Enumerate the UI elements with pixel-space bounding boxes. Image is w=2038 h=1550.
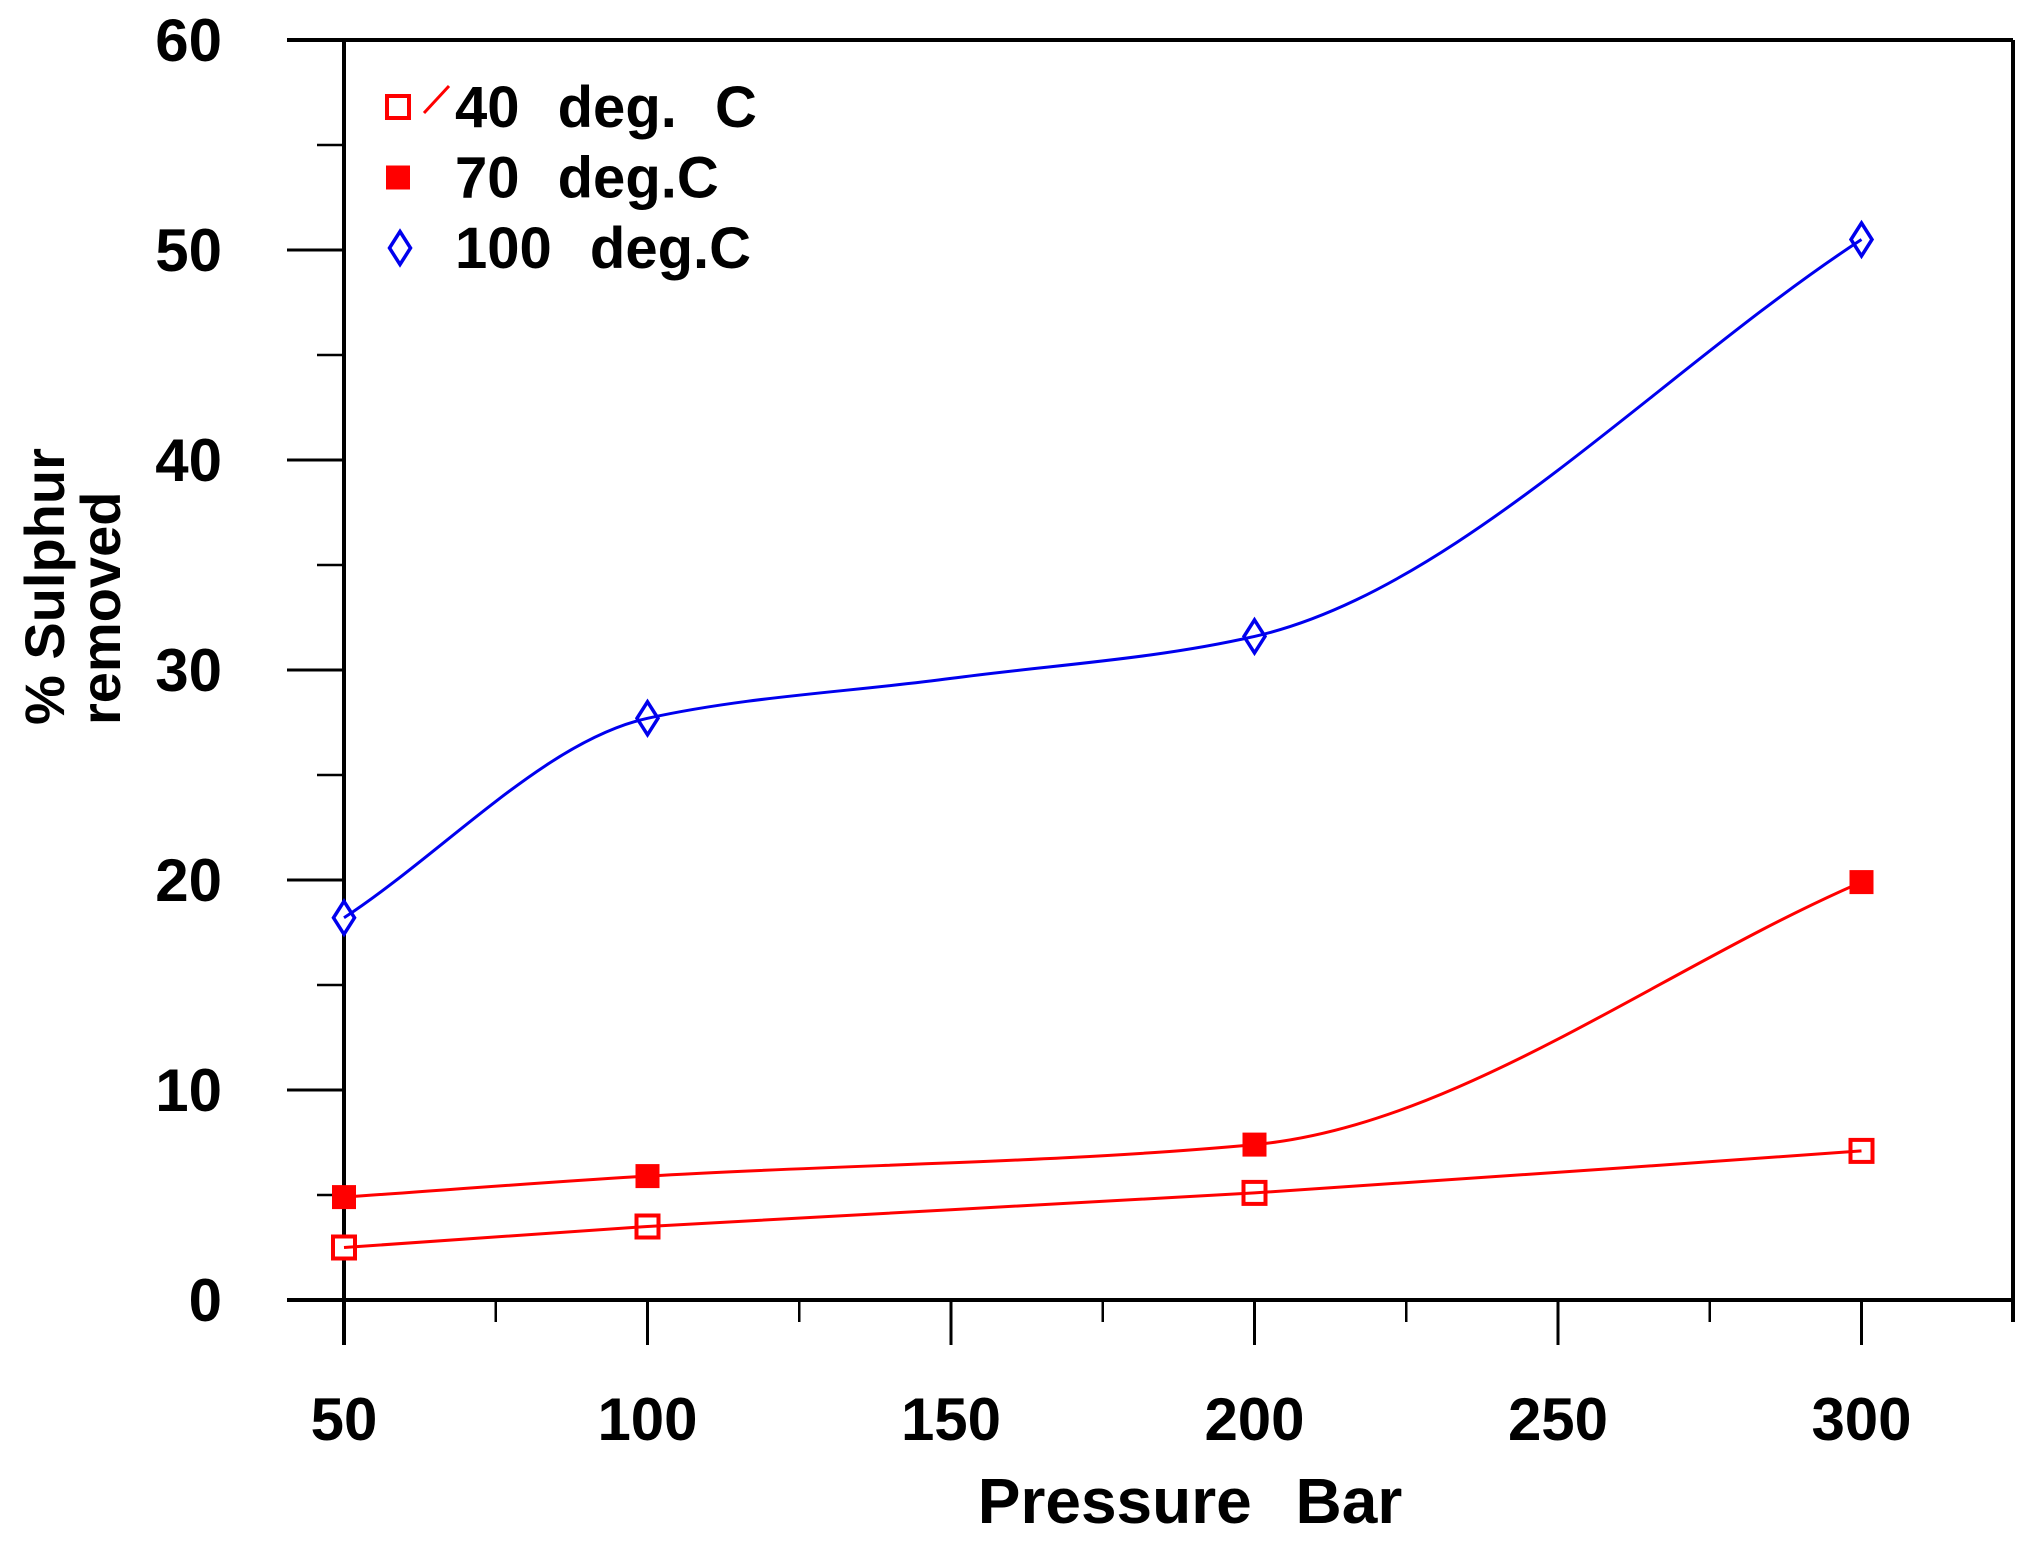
plot-frame — [287, 38, 2015, 1345]
y-tick-label: 50 — [155, 217, 222, 284]
y-axis-title-line1: % Sulphur — [13, 448, 76, 725]
series-layer — [331, 219, 1875, 1261]
x-tick-label: 150 — [901, 1386, 1001, 1453]
legend-label-40-deg-c: 40 deg. C — [455, 75, 757, 140]
y-tick-label: 10 — [155, 1057, 222, 1124]
x-tick-label: 250 — [1508, 1386, 1608, 1453]
series-line-100-deg-c — [343, 238, 1863, 920]
x-tick-label: 100 — [597, 1386, 697, 1453]
series-100-deg-c — [331, 219, 1875, 938]
legend-label-70-deg-c: 70 deg.C — [455, 146, 719, 211]
marker-legend-70-deg-c — [386, 165, 410, 190]
series-line-40-deg-c — [343, 1149, 1862, 1249]
y-tick-label: 30 — [155, 637, 222, 704]
marker-legend-100-deg-c — [387, 228, 413, 268]
x-axis-title: Pressure Bar — [978, 1465, 1402, 1537]
marker-legend-40-deg-c — [385, 94, 411, 120]
x-tick-label: 200 — [1204, 1386, 1304, 1453]
series-70-deg-c — [332, 870, 1874, 1210]
y-tick-label: 60 — [155, 7, 222, 74]
y-axis-title-line2: removed — [69, 492, 132, 725]
x-tick-label: 300 — [1811, 1386, 1911, 1453]
y-tick-label: 20 — [155, 847, 222, 914]
y-tick-label: 40 — [155, 427, 222, 494]
series-40-deg-c — [331, 1137, 1875, 1261]
series-line-70-deg-c — [343, 880, 1863, 1199]
legend-stray-line — [422, 84, 451, 115]
legend-label-100-deg-c: 100 deg.C — [455, 216, 751, 281]
x-tick-label: 50 — [311, 1386, 378, 1453]
y-tick-label: 0 — [189, 1267, 222, 1334]
ticks-layer: 0 10 20 30 40 50 60 50 100 150 200 250 300 — [155, 7, 1911, 1453]
